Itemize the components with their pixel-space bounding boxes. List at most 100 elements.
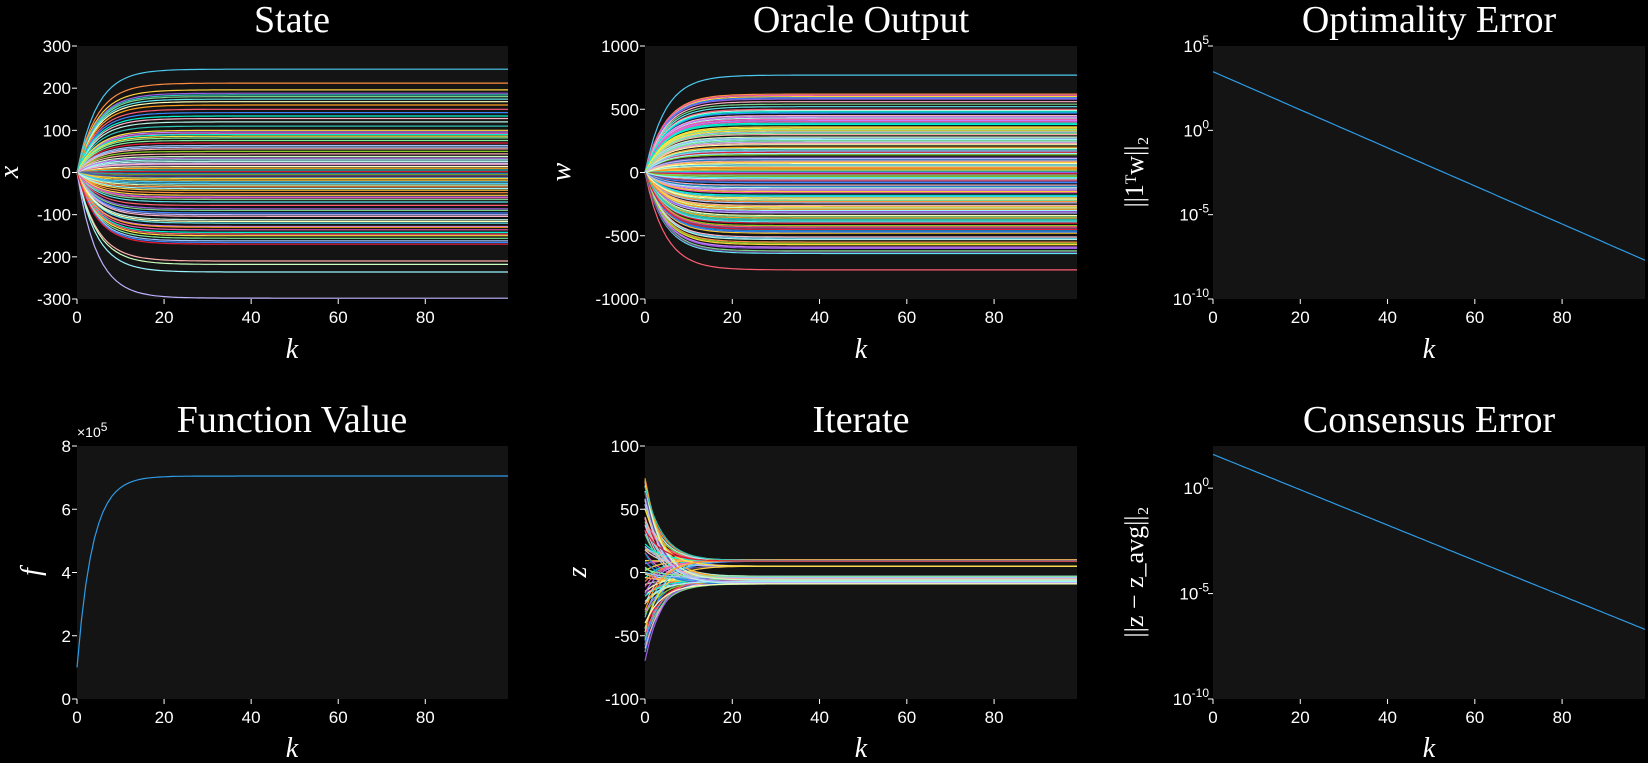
y-axis-label: z xyxy=(562,566,593,578)
series-line xyxy=(644,136,1077,173)
series-line xyxy=(76,160,508,174)
series-line xyxy=(644,172,1077,206)
series-line xyxy=(76,172,508,299)
series-line xyxy=(644,172,1077,193)
y-tick-label: 105 xyxy=(1183,33,1209,56)
y-tick-label: -50 xyxy=(614,627,639,646)
y-tick-label: 100 xyxy=(1183,117,1209,140)
series-line xyxy=(76,171,508,174)
series-line xyxy=(76,172,508,214)
series-line xyxy=(644,498,1077,584)
series-line xyxy=(644,118,1077,173)
series-line xyxy=(76,172,508,198)
series-line xyxy=(76,172,508,228)
series-line xyxy=(644,172,1077,233)
x-tick-label: 40 xyxy=(242,308,261,327)
y-axis-label: ||1ᵀw||₂ xyxy=(1120,136,1149,207)
x-axis-label: k xyxy=(855,733,868,763)
y-tick-label: 10-5 xyxy=(1179,202,1209,225)
series-line xyxy=(76,92,508,173)
series-line xyxy=(644,172,1077,238)
series-line xyxy=(1212,453,1646,630)
series-line xyxy=(644,161,1077,174)
series-line xyxy=(76,137,508,173)
series-line xyxy=(644,172,1077,241)
y-tick-label: 1000 xyxy=(601,37,639,56)
series-line xyxy=(644,172,1077,196)
series-line xyxy=(76,112,508,173)
series-line xyxy=(644,165,1077,174)
series-line xyxy=(644,171,1077,177)
series-layer xyxy=(644,74,1077,271)
x-tick-label: 0 xyxy=(640,708,649,727)
x-tick-label: 80 xyxy=(1553,708,1572,727)
tick-exponent: 0 xyxy=(1202,117,1209,131)
series-line xyxy=(76,172,508,224)
chart-title: Function Value xyxy=(177,399,407,441)
axes-area xyxy=(1213,446,1645,699)
series-line xyxy=(76,108,508,173)
series-line xyxy=(644,121,1077,173)
y-tick-label: 0 xyxy=(62,164,71,183)
y-tick-label: -500 xyxy=(605,227,639,246)
series-line xyxy=(76,166,508,174)
tick-base: 10 xyxy=(1183,121,1202,140)
series-line xyxy=(644,101,1077,173)
series-line xyxy=(76,159,508,174)
series-line xyxy=(644,150,1077,173)
tick-exponent: 5 xyxy=(1202,33,1209,47)
series-line xyxy=(644,485,1077,581)
series-line xyxy=(76,148,508,173)
series-line xyxy=(644,172,1077,248)
series-line xyxy=(644,111,1077,173)
series-line xyxy=(644,108,1077,173)
series-line xyxy=(644,171,1077,179)
series-line xyxy=(76,172,508,211)
x-tick-label: 60 xyxy=(897,708,916,727)
series-line xyxy=(76,171,508,177)
series-line xyxy=(644,172,1077,217)
series-line xyxy=(644,568,1077,577)
series-line xyxy=(644,115,1077,173)
series-line xyxy=(76,89,508,173)
series-line xyxy=(644,172,1077,213)
y-tick-label: 0 xyxy=(630,164,639,183)
series-line xyxy=(644,172,1077,208)
series-line xyxy=(644,172,1077,220)
y-tick-label: -200 xyxy=(37,248,71,267)
series-line xyxy=(76,131,508,173)
multiplier-base: ×10 xyxy=(77,424,101,440)
series-line xyxy=(76,171,508,175)
tick-exponent: 0 xyxy=(1202,475,1209,489)
series-line xyxy=(644,96,1077,173)
y-tick-label: 10-10 xyxy=(1173,686,1210,709)
panel-iterate: 0 20 40 60 80 100 50 0 -50 -100 Iterate k z xyxy=(562,399,1077,763)
series-line xyxy=(76,172,508,206)
x-axis-label: k xyxy=(855,334,868,365)
series-line xyxy=(644,172,1077,253)
ticks-layer: 0 20 40 60 80 100 50 0 -50 -100 xyxy=(605,437,1004,727)
x-tick-label: 20 xyxy=(1291,308,1310,327)
x-tick-label: 0 xyxy=(1208,308,1217,327)
series-line xyxy=(644,172,1077,189)
series-line xyxy=(76,169,508,174)
x-tick-label: 80 xyxy=(1553,308,1572,327)
series-line xyxy=(644,172,1077,210)
series-line xyxy=(76,146,508,173)
series-line xyxy=(76,172,508,244)
axes-area xyxy=(645,446,1077,699)
y-axis-label: w xyxy=(546,162,577,181)
x-tick-label: 0 xyxy=(1208,708,1217,727)
series-line xyxy=(76,172,508,231)
panel-oracle-output: 0 20 40 60 80 1000 500 0 -500 -1000 Oracle Output… xyxy=(546,0,1077,365)
series-line xyxy=(76,82,508,173)
series-line xyxy=(76,171,508,188)
series-line xyxy=(644,169,1077,174)
series-line xyxy=(644,172,1077,214)
series-line xyxy=(76,171,508,181)
series-line xyxy=(76,172,508,217)
series-line xyxy=(76,172,508,196)
